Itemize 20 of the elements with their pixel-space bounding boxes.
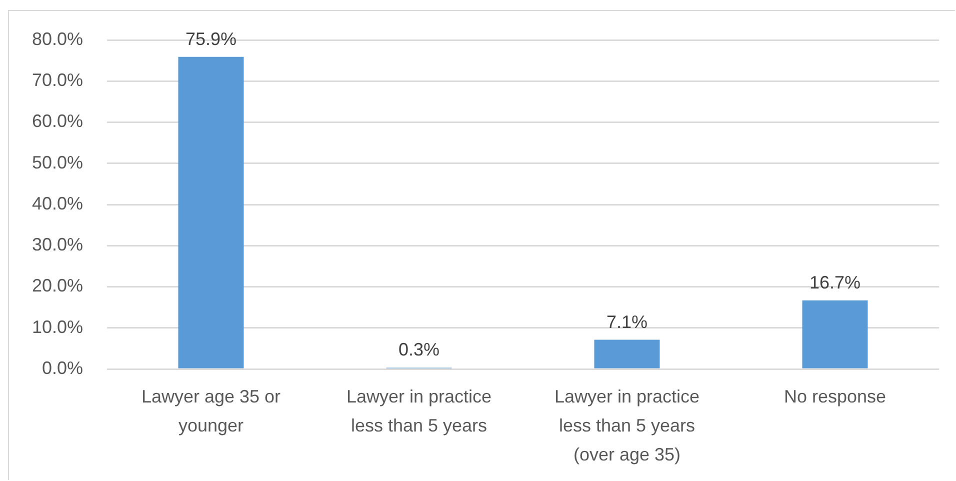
data-label: 75.9%	[185, 28, 237, 49]
y-tick-label: 30.0%	[32, 234, 83, 255]
x-tick-label: No response	[784, 386, 886, 406]
y-tick-label: 0.0%	[42, 358, 83, 378]
x-tick-label: Lawyer in practice less than 5 years (over age 35)	[554, 386, 700, 464]
x-tick-label: Lawyer age 35 or younger	[141, 386, 281, 436]
bar	[178, 56, 244, 368]
y-tick-label: 80.0%	[32, 28, 83, 49]
bar	[594, 340, 660, 368]
bar	[802, 300, 868, 368]
data-label: 0.3%	[398, 340, 440, 360]
data-label: 16.7%	[809, 272, 861, 292]
x-tick-label: Lawyer in practice less than 5 years	[346, 386, 492, 436]
y-tick-label: 20.0%	[32, 276, 83, 296]
y-tick-label: 40.0%	[32, 193, 83, 214]
y-tick-label: 60.0%	[32, 111, 83, 132]
y-tick-label: 10.0%	[32, 316, 83, 337]
y-tick-label: 50.0%	[32, 152, 83, 172]
data-label: 7.1%	[606, 312, 648, 332]
y-tick-label: 70.0%	[32, 70, 83, 90]
